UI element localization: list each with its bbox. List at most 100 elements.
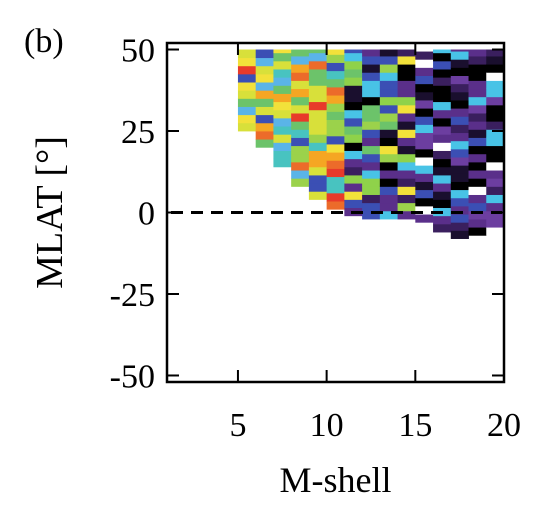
heatmap-cell xyxy=(468,56,487,65)
heatmap-cell xyxy=(468,145,487,155)
heatmap-cell xyxy=(237,65,257,75)
heatmap-cell xyxy=(450,132,469,142)
heatmap-cell xyxy=(433,60,452,70)
heatmap-cell xyxy=(237,82,257,91)
heatmap-cell xyxy=(362,80,381,90)
heatmap-cell xyxy=(379,56,398,65)
heatmap-cell xyxy=(415,100,434,109)
y-axis-ticks: 50 25 0 -25 -50 xyxy=(110,33,504,395)
heatmap-cell xyxy=(308,77,328,86)
heatmap-cell xyxy=(291,80,310,90)
heatmap-cell xyxy=(379,80,398,90)
heatmap-cell xyxy=(433,150,452,160)
heatmap-cell xyxy=(486,88,505,98)
heatmap-cell xyxy=(379,145,398,155)
heatmap-cell xyxy=(308,109,328,119)
heatmap-cell xyxy=(415,51,434,60)
heatmap-cell xyxy=(433,191,452,200)
heatmap-cell xyxy=(415,83,434,93)
heatmap-cell xyxy=(273,109,292,119)
heatmap-cell xyxy=(433,69,452,78)
heatmap-cell xyxy=(344,93,363,103)
heatmap-cell xyxy=(415,49,434,52)
heatmap-cell xyxy=(362,161,381,171)
heatmap-cell xyxy=(255,57,274,67)
heatmap-cell xyxy=(344,49,363,54)
heatmap-cell xyxy=(415,205,434,215)
x-tick-label: 10 xyxy=(310,407,344,444)
heatmap-cell xyxy=(344,175,363,184)
heatmap-cell xyxy=(486,72,505,81)
heatmap-cell xyxy=(326,168,345,178)
heatmap-cell xyxy=(415,157,434,166)
x-axis-label: M-shell xyxy=(280,460,392,500)
heatmap-cell xyxy=(379,121,398,130)
heatmap-cell xyxy=(397,88,416,98)
heatmap-cell xyxy=(291,129,310,138)
heatmap-cell xyxy=(308,142,328,151)
heatmap-cell xyxy=(255,65,274,75)
heatmap-cell xyxy=(344,158,363,168)
heatmap-cell xyxy=(344,199,363,209)
heatmap-cell xyxy=(486,170,505,179)
heatmap-cell xyxy=(326,87,345,96)
heatmap-cell xyxy=(237,90,257,99)
y-axis-label: MLAT [°] xyxy=(29,136,71,289)
heatmap-cell xyxy=(326,127,345,137)
heatmap-cell xyxy=(486,96,505,106)
heatmap-cell xyxy=(291,56,310,65)
heatmap-cell xyxy=(450,124,469,134)
heatmap-cell xyxy=(291,137,310,147)
heatmap-cell xyxy=(433,215,452,225)
heatmap-cell xyxy=(486,104,505,114)
heatmap-cell xyxy=(291,121,310,130)
heatmap-cell xyxy=(397,186,416,195)
heatmap-cell xyxy=(415,124,434,134)
heatmap-cell xyxy=(397,194,416,204)
heatmap-cell xyxy=(362,170,381,179)
heatmap-cell xyxy=(450,83,469,93)
heatmap-cell xyxy=(362,121,381,130)
heatmap-cell xyxy=(291,88,310,98)
heatmap-cell xyxy=(379,153,398,163)
heatmap-cell xyxy=(308,60,328,70)
heatmap-cell xyxy=(486,227,505,236)
heatmap-cell xyxy=(291,104,310,114)
heatmap-cell xyxy=(379,104,398,114)
heatmap-cell xyxy=(237,49,257,59)
heatmap-cell xyxy=(486,186,505,195)
heatmap-cell xyxy=(397,56,416,65)
heatmap-cell xyxy=(291,153,310,163)
heatmap-cell xyxy=(362,194,381,204)
heatmap-cell xyxy=(344,150,363,160)
heatmap-cell xyxy=(308,49,328,54)
heatmap-cell xyxy=(308,166,328,176)
heatmap-cell xyxy=(326,135,345,145)
heatmap-cell xyxy=(255,82,274,91)
heatmap-cell xyxy=(450,91,469,101)
heatmap-cell xyxy=(326,95,345,104)
heatmap-cell xyxy=(362,129,381,138)
heatmap-cell xyxy=(344,117,363,127)
heatmap-cell xyxy=(237,98,257,107)
heatmap-cell xyxy=(433,142,452,151)
heatmap-cell xyxy=(273,49,292,54)
heatmap-cell xyxy=(237,106,257,116)
heatmap-cell xyxy=(379,129,398,138)
heatmap-cell xyxy=(433,101,452,111)
heatmap-cell xyxy=(237,57,257,67)
heatmap-cell xyxy=(362,210,381,220)
heatmap-cell xyxy=(344,142,363,151)
heatmap-cell xyxy=(344,109,363,119)
heatmap-cell xyxy=(308,183,328,192)
heatmap-cell xyxy=(291,145,310,155)
heatmap-cell xyxy=(486,137,505,147)
heatmap-cell xyxy=(397,202,416,212)
heatmap-cell xyxy=(468,161,487,171)
heatmap-cell xyxy=(433,49,452,54)
heatmap-cell xyxy=(415,181,434,191)
heatmap-cell xyxy=(486,129,505,138)
heatmap-cell xyxy=(255,139,274,148)
heatmap-cell xyxy=(273,52,292,62)
